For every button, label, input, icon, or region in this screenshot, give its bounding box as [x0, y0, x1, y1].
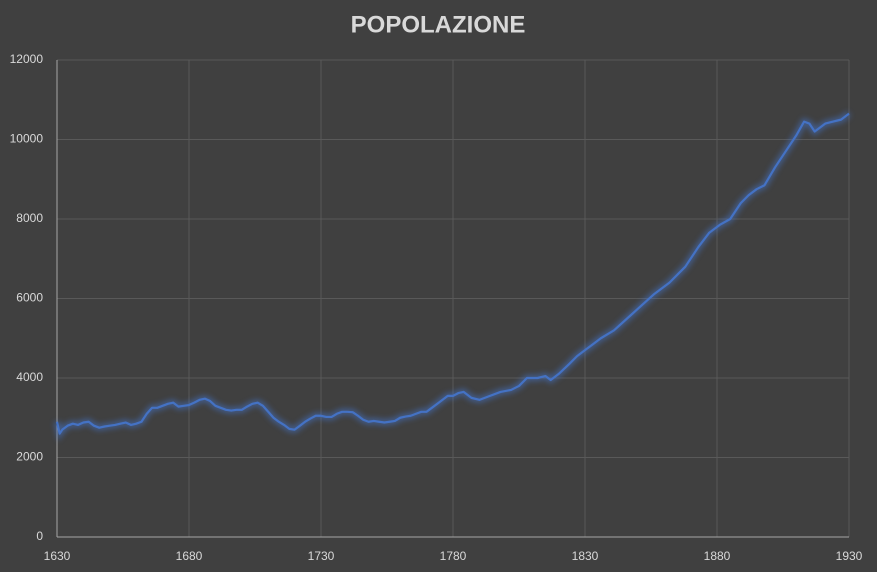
- y-tick-label: 4000: [16, 370, 43, 384]
- y-tick-label: 12000: [10, 52, 44, 66]
- y-tick-label: 6000: [16, 291, 43, 305]
- chart-title: POPOLAZIONE: [351, 11, 526, 38]
- y-tick-label: 8000: [16, 211, 43, 225]
- x-tick-label: 1730: [308, 549, 335, 563]
- x-tick-label: 1680: [176, 549, 203, 563]
- y-tick-label: 0: [36, 529, 43, 543]
- line: [55, 112, 850, 435]
- x-tick-label: 1830: [572, 549, 599, 563]
- y-tick-label: 2000: [16, 450, 43, 464]
- x-tick-label: 1780: [440, 549, 467, 563]
- x-tick-label: 1930: [836, 549, 863, 563]
- y-tick-label: 10000: [10, 132, 44, 146]
- x-tick-label: 1630: [44, 549, 71, 563]
- x-tick-label: 1880: [704, 549, 731, 563]
